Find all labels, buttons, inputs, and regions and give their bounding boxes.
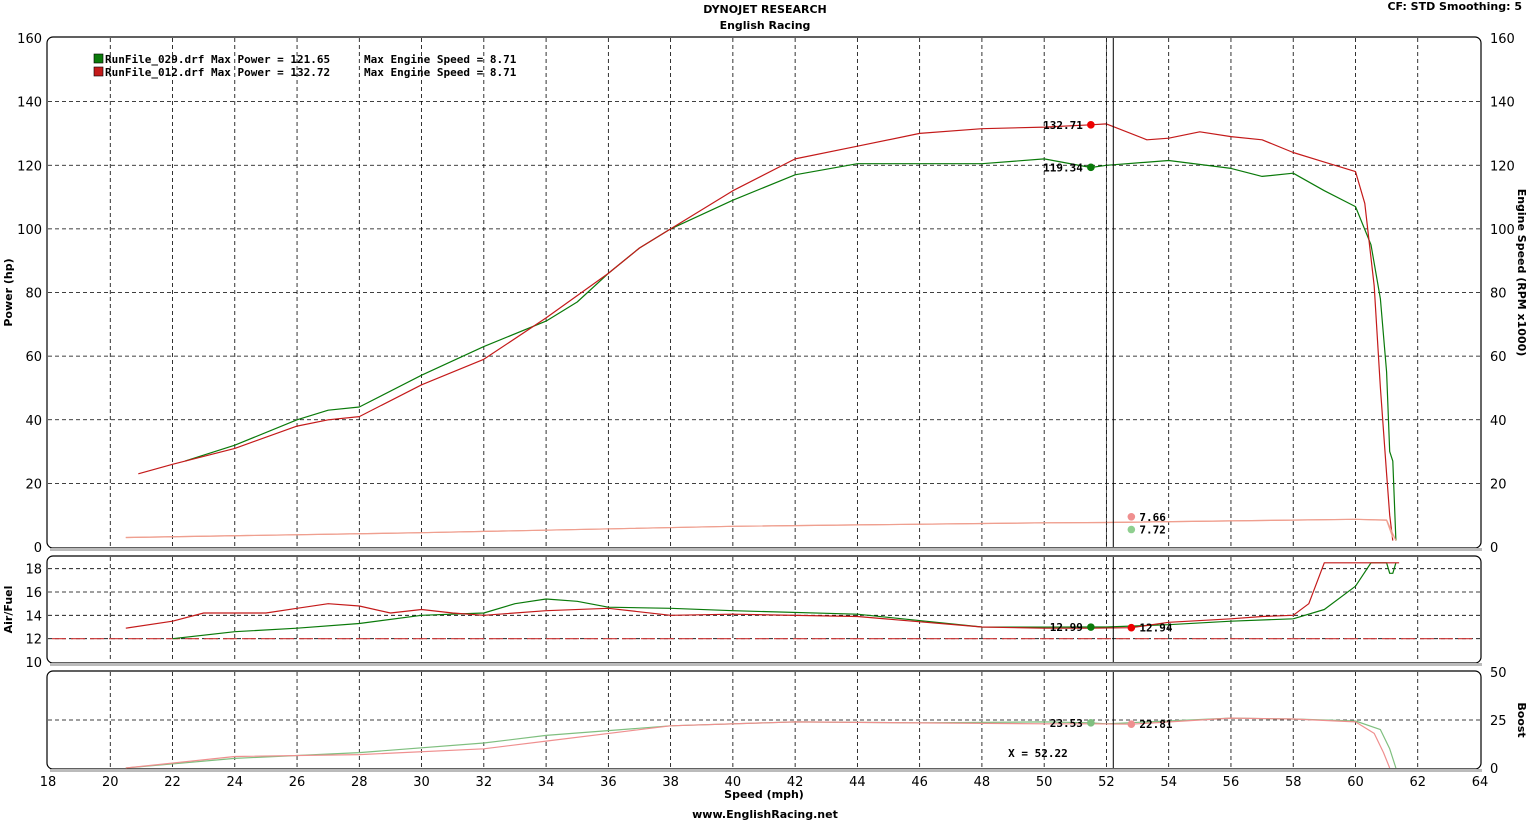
y-tick-afr: 10 [25,656,42,671]
x-tick-label: 18 [40,775,57,790]
x-tick-label: 64 [1472,775,1489,790]
x-tick-label: 22 [164,775,181,790]
power-marker-label: 119.34 [1043,161,1083,174]
y-tick-afr: 14 [25,609,42,624]
legend-entry-speed: Max Engine Speed = 8.71 [364,53,517,66]
y-tick-power-right: 120 [1490,159,1515,174]
y-tick-power-right: 100 [1490,223,1515,238]
y-tick-power-right: 0 [1490,541,1498,556]
x-axis-label: Speed (mph) [724,788,804,801]
y2-axis-label-boost: Boost [1515,702,1528,737]
y-tick-boost: 0 [1490,762,1498,777]
power-marker-label: 132.71 [1043,119,1083,132]
x-tick-label: 54 [1160,775,1177,790]
x-tick-label: 56 [1223,775,1240,790]
chart-title: DYNOJET RESEARCH [703,3,827,16]
panel-shadow-boost [50,769,1482,772]
afr-series-runfile-012-drf [125,562,1400,629]
y-tick-power-right: 20 [1490,477,1507,492]
y-tick-power-left: 160 [17,32,42,47]
afr-marker-label: 12.99 [1050,621,1083,634]
chart-subtitle: English Racing [719,19,811,32]
x-tick-label: 26 [289,775,306,790]
power-series-engine_speed-runfile-012-drf [125,518,1394,539]
x-tick-label: 62 [1409,775,1426,790]
boost-marker-label: 22.81 [1139,718,1172,731]
y-tick-power-left: 60 [25,350,42,365]
x-tick-label: 50 [1036,775,1053,790]
power-series-power-runfile-012-drf [138,123,1394,541]
boost-series-runfile-012-drf [125,717,1391,769]
cf-smoothing-info: CF: STD Smoothing: 5 [1387,0,1522,13]
boost-marker-dot [1127,720,1136,729]
y-axis-label-power: Power (hp) [2,258,15,326]
y-tick-afr: 16 [25,586,42,601]
y-tick-power-right: 160 [1490,32,1515,47]
y-tick-afr: 18 [25,563,42,578]
y-tick-power-right: 80 [1490,287,1507,302]
legend-swatch [93,53,104,64]
y-tick-power-left: 0 [34,541,42,556]
x-tick-label: 52 [1098,775,1115,790]
y-tick-power-right: 140 [1490,96,1515,111]
power-marker-dot [1087,163,1095,172]
y-tick-afr: 12 [25,633,42,648]
legend-entry-power: RunFile_012.drf Max Power = 132.72 [105,66,330,79]
power-marker-label: 7.72 [1139,524,1166,537]
legend-entry-power: RunFile_029.drf Max Power = 121.65 [105,53,330,66]
panel-shadow-power [50,548,1482,551]
y-tick-power-left: 120 [17,159,42,174]
afr-marker-dot [1127,623,1136,632]
panel-shadow-air_fuel [50,663,1482,666]
boost-marker-dot [1087,719,1095,727]
x-tick-label: 60 [1347,775,1364,790]
y-tick-power-right: 60 [1490,350,1507,365]
panel-frame-air_fuel [46,555,1482,664]
x-tick-label: 30 [413,775,430,790]
x-tick-label: 32 [476,775,493,790]
x-tick-label: 36 [600,775,617,790]
y-tick-boost: 25 [1490,714,1507,729]
power-marker-label: 7.66 [1139,511,1166,524]
boost-series-runfile-029-drf [125,717,1397,769]
x-tick-label: 48 [974,775,991,790]
y-tick-power-left: 80 [25,287,42,302]
x-tick-label: 40 [725,775,742,790]
y2-axis-label-engine-speed: Engine Speed (RPM x1000) [1515,189,1528,357]
afr-marker-label: 12.94 [1139,622,1172,635]
x-tick-label: 46 [911,775,928,790]
x-tick-label: 20 [102,775,119,790]
x-tick-label: 24 [227,775,244,790]
cursor-x-label: X = 52.22 [1008,747,1068,760]
x-tick-label: 58 [1285,775,1302,790]
y-axis-label-afr: Air/Fuel [2,586,15,634]
x-tick-label: 34 [538,775,555,790]
x-tick-label: 44 [849,775,866,790]
legend-swatch [93,66,104,77]
power-marker-dot [1127,525,1136,534]
afr-marker-dot [1087,623,1095,631]
x-tick-label: 42 [787,775,804,790]
y-tick-power-left: 20 [25,477,42,492]
y-tick-power-left: 100 [17,223,42,238]
y-tick-power-left: 140 [17,96,42,111]
power-marker-dot [1087,121,1095,129]
y-tick-power-left: 40 [25,414,42,429]
power-marker-dot [1127,512,1136,521]
footer-url: www.EnglishRacing.net [692,808,838,821]
boost-marker-label: 23.53 [1050,717,1083,730]
y-tick-power-right: 40 [1490,414,1507,429]
legend-entry-speed: Max Engine Speed = 8.71 [364,66,517,79]
y-tick-boost: 50 [1490,666,1507,681]
x-tick-label: 38 [662,775,679,790]
x-tick-label: 28 [351,775,368,790]
